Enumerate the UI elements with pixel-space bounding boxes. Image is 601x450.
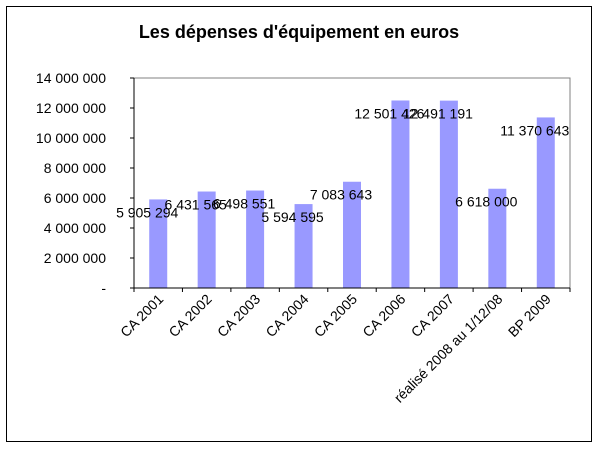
bars-group: [149, 100, 555, 288]
bar: [246, 190, 265, 288]
bar: [439, 100, 458, 288]
x-tick-label: CA 2006: [359, 291, 408, 340]
x-tick-label: CA 2001: [117, 291, 166, 340]
chart-title: Les dépenses d'équipement en euros: [139, 22, 459, 42]
y-tick-label: 12 000 000: [36, 100, 106, 116]
data-label: 6 498 551: [213, 196, 275, 212]
x-tick-label: CA 2005: [311, 291, 360, 340]
data-label: 12 501 426: [354, 105, 424, 121]
bar: [197, 191, 216, 288]
bar: [391, 100, 410, 288]
data-label: 11 370 643: [500, 122, 569, 138]
x-axis: CA 2001 CA 2002 CA 2003 CA 2004 CA 2005 CA 20…: [117, 287, 571, 406]
y-tick-label: 2 000 000: [44, 250, 106, 266]
x-tick-label: CA 2002: [165, 291, 214, 340]
y-tick-label: 10 000 000: [36, 130, 106, 146]
x-tick-label: CA 2003: [214, 291, 263, 340]
x-tick-label: CA 2007: [408, 291, 457, 340]
y-tick-label: -: [101, 280, 106, 296]
data-label: 5 594 595: [261, 209, 323, 225]
data-label: 6 431 565: [165, 197, 227, 213]
bar: [294, 204, 313, 288]
y-axis: - 2 000 000 4 000 000 6 000 000 8 000 000 10 …: [36, 70, 135, 296]
y-tick-label: 6 000 000: [44, 190, 106, 206]
x-tick-label: CA 2004: [262, 291, 311, 340]
data-label: 7 083 643: [310, 187, 372, 203]
bar: [149, 199, 168, 288]
x-tick-label: BP 2009: [505, 291, 554, 340]
bar: [536, 117, 555, 288]
data-label: 12 491 191: [403, 106, 473, 122]
y-tick-label: 8 000 000: [44, 160, 106, 176]
data-label: 5 905 294: [116, 204, 178, 220]
bar: [343, 181, 361, 288]
bar: [488, 188, 507, 288]
y-tick-label: 14 000 000: [36, 70, 106, 86]
y-tick-label: 4 000 000: [44, 220, 106, 236]
data-label: 6 618 000: [455, 194, 517, 210]
